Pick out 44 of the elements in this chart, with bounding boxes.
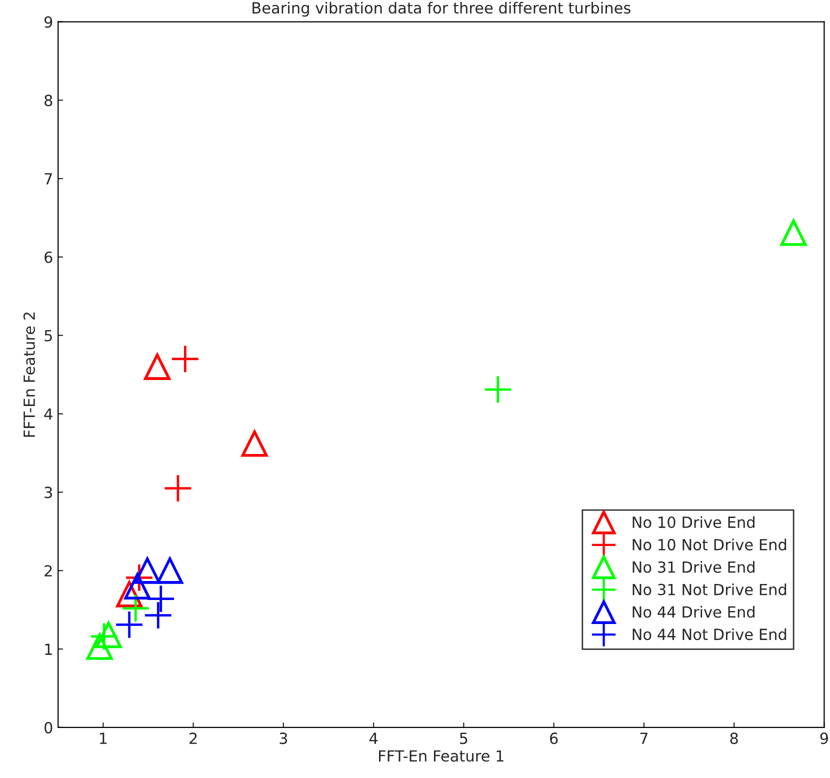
point	[484, 376, 512, 403]
y-tick-label: 6	[44, 251, 52, 264]
point	[122, 595, 149, 622]
x-tick-label: 2	[190, 732, 197, 744]
point	[90, 623, 118, 650]
x-tick-label: 9	[820, 732, 828, 744]
point	[116, 612, 142, 638]
y-tick-label: 0	[44, 722, 52, 734]
point	[144, 602, 172, 629]
y-tick-label: 2	[44, 565, 52, 576]
x-tick-label: 6	[550, 732, 558, 744]
y-axis-title: FFT-En Feature 2	[23, 312, 36, 437]
x-axis-title: FFT-En Feature 1	[379, 750, 504, 762]
point	[148, 586, 174, 612]
y-tick-label: 9	[44, 16, 52, 28]
legend-label: No 44 Drive End	[632, 606, 754, 618]
point	[95, 622, 122, 648]
point	[780, 220, 807, 246]
x-tick-label: 1	[100, 732, 107, 744]
x-tick-label: 3	[280, 732, 288, 744]
y-tick-label: 7	[44, 173, 52, 184]
point	[86, 633, 113, 660]
legend-label: No 10 Drive End	[632, 516, 754, 528]
y-tick-label: 5	[44, 330, 52, 342]
x-tick-label: 7	[640, 732, 648, 744]
y-tick-label: 4	[44, 408, 52, 420]
legend-label: No 10 Not Drive End	[632, 538, 786, 550]
point	[134, 557, 161, 584]
legend-label: No 44 Not Drive End	[632, 628, 786, 640]
y-tick-label: 1	[45, 644, 52, 655]
y-tick-label: 8	[44, 94, 52, 106]
x-tick-label: 8	[730, 732, 738, 744]
point	[156, 557, 184, 584]
y-tick-label: 3	[44, 486, 52, 498]
point	[172, 346, 198, 372]
point	[164, 475, 192, 502]
point	[124, 573, 151, 600]
x-tick-label: 4	[369, 732, 378, 744]
x-tick-label: 5	[460, 732, 468, 744]
point	[241, 430, 268, 457]
legend-label: No 31 Drive End	[632, 561, 754, 573]
point	[144, 354, 170, 380]
legend-label: No 31 Not Drive End	[632, 583, 786, 596]
chart-title: Bearing vibration data for three different turbines	[252, 2, 630, 17]
